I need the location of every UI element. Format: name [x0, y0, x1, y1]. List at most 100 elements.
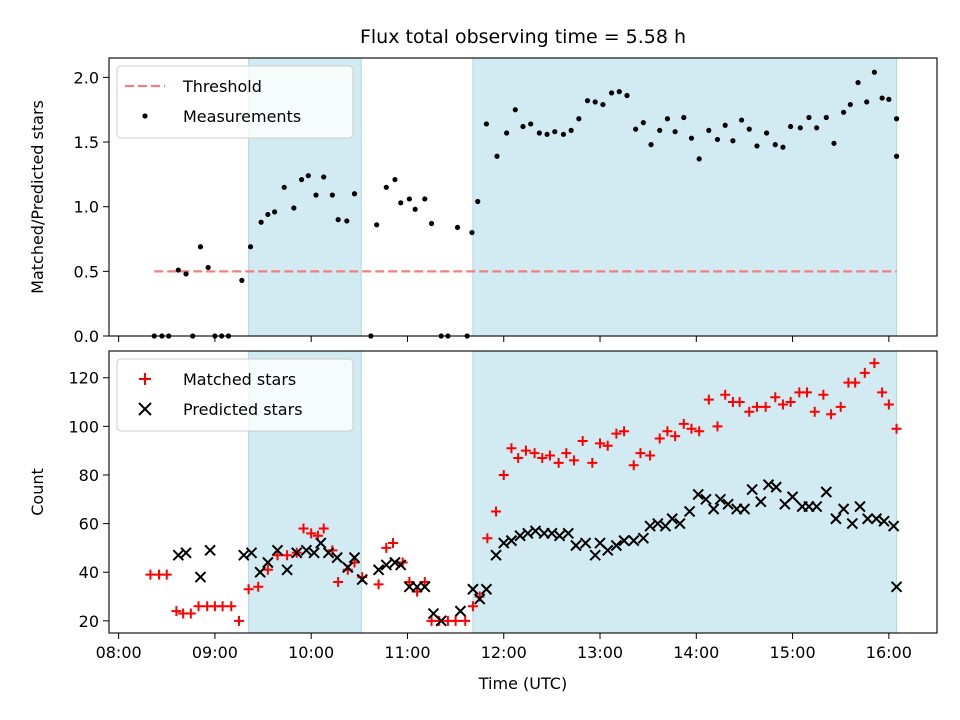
measurement-point	[788, 123, 794, 130]
matched-star-point	[513, 452, 524, 463]
measurement-point	[335, 217, 341, 223]
y-tick-label: 1.0	[74, 198, 99, 217]
measurement-point	[616, 89, 622, 95]
matched-star-point	[734, 397, 745, 408]
measurement-point	[205, 264, 211, 271]
matched-star-point	[751, 401, 762, 412]
matched-star-point	[662, 426, 673, 437]
measurement-point	[823, 114, 829, 121]
predicted-star-point	[348, 551, 361, 564]
matched-star-point	[654, 433, 665, 444]
measurement-point	[291, 205, 297, 211]
predicted-star-point	[887, 520, 900, 532]
x-axis-label: Time (UTC)	[478, 674, 567, 693]
matched-star-point	[161, 569, 172, 580]
predicted-star-point	[522, 527, 534, 540]
measurement-point	[528, 121, 534, 127]
predicted-star-point	[837, 503, 850, 515]
measurement-point	[428, 220, 435, 227]
measurement-point	[552, 129, 558, 135]
predicted-star-point	[579, 537, 592, 549]
matched-star-point	[802, 387, 813, 398]
measurement-point	[841, 109, 847, 115]
matched-star-point	[460, 615, 471, 626]
x-tick-label: 15:00	[770, 643, 816, 662]
matched-star-point	[233, 615, 244, 626]
x-tick-label: 14:00	[673, 643, 719, 662]
predicted-star-point	[505, 534, 518, 547]
matched-star-point	[720, 389, 731, 400]
predicted-star-point	[300, 544, 313, 557]
measurement-point	[258, 219, 264, 225]
measurement-point	[722, 122, 728, 128]
measurement-point	[576, 116, 582, 122]
axes-frame	[108, 57, 938, 337]
y-tick-label: 2.0	[74, 68, 99, 87]
measurement-point	[197, 244, 204, 250]
measurement-point	[344, 218, 350, 224]
measurement-point	[483, 121, 490, 127]
matched-star-point	[298, 523, 309, 534]
x-tick-label: 10:00	[288, 643, 334, 662]
matched-star-point	[243, 584, 254, 595]
matched-star-point	[467, 601, 478, 612]
predicted-star-point	[356, 573, 368, 586]
matched-star-point	[883, 399, 894, 410]
matched-star-point	[282, 550, 293, 561]
legend-label: Matched stars	[183, 370, 296, 389]
matched-star-point	[569, 455, 580, 466]
measurement-point	[313, 192, 319, 198]
measurement-point	[780, 144, 786, 150]
measurement-point	[536, 130, 542, 136]
matched-star-point	[544, 450, 555, 461]
y-tick-label: 120	[68, 369, 99, 388]
matched-star-point	[498, 469, 509, 480]
predicted-star-point	[562, 527, 574, 540]
predicted-star-point	[291, 547, 303, 559]
measurement-point	[398, 200, 404, 206]
measurement-point	[772, 142, 778, 148]
matched-star-point	[670, 431, 681, 442]
y-axis-label: Matched/Predicted stars	[28, 100, 47, 294]
legend-matched-swatch	[139, 373, 151, 385]
matched-star-point	[859, 367, 870, 378]
measurement-point	[412, 206, 418, 212]
predicted-star-point	[644, 520, 656, 532]
matched-star-point	[318, 523, 329, 534]
measurement-point	[392, 176, 398, 183]
measurement-point	[560, 131, 567, 137]
series-predicted-stars	[172, 478, 903, 627]
measurement-point	[321, 174, 327, 180]
y-tick-label: 80	[79, 466, 99, 485]
observing-window-2	[472, 57, 898, 337]
predicted-star-point	[473, 593, 486, 605]
chart-title: Flux total observing time = 5.58 h	[360, 26, 686, 48]
legend-label: Measurements	[183, 107, 301, 126]
matched-star-point	[694, 426, 705, 437]
predicted-star-point	[707, 503, 720, 515]
measurement-point	[746, 126, 752, 132]
matched-star-point	[602, 440, 613, 451]
measurement-point	[814, 125, 820, 131]
predicted-star-point	[846, 517, 858, 530]
matched-star-point	[628, 460, 639, 471]
matched-star-point	[703, 394, 714, 405]
matched-star-point	[611, 428, 622, 439]
measurement-point	[738, 117, 745, 123]
measurement-point	[763, 130, 770, 136]
matched-star-point	[635, 448, 646, 459]
measurement-point	[305, 173, 311, 179]
predicted-star-point	[467, 583, 479, 595]
matched-star-point	[877, 387, 888, 398]
y-tick-label: 40	[79, 563, 99, 582]
predicted-star-point	[700, 493, 712, 506]
matched-star-point	[145, 569, 156, 580]
measurement-point	[272, 209, 278, 215]
predicted-star-point	[870, 513, 883, 525]
predicted-star-point	[435, 615, 447, 627]
measurement-point	[520, 123, 526, 130]
x-tick-label: 08:00	[96, 643, 142, 662]
measurement-point	[422, 196, 428, 202]
predicted-star-point	[683, 505, 696, 518]
predicted-star-point	[172, 549, 185, 561]
